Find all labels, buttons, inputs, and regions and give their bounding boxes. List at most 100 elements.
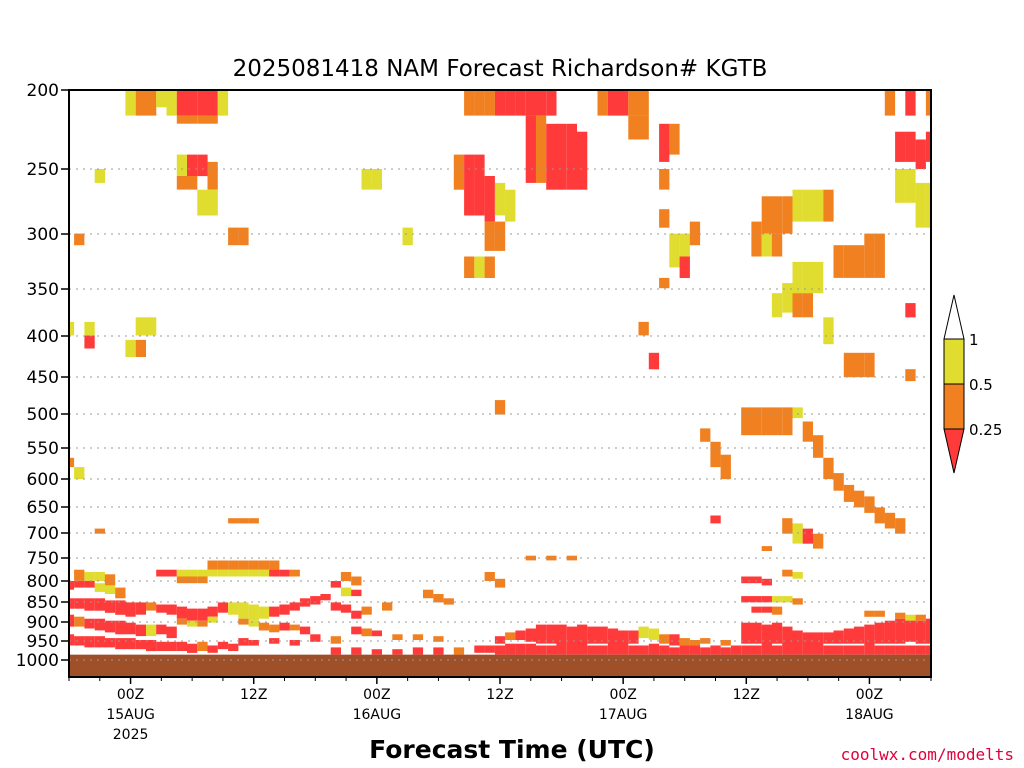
heatmap-cell [361,169,372,190]
heatmap-cell [187,643,198,653]
heatmap-cell [720,454,731,480]
heatmap-cell [915,614,926,621]
heatmap-cell [104,600,116,613]
heatmap-cell [802,421,813,442]
heatmap-cell [104,574,116,586]
heatmap-cell [187,176,198,190]
heatmap-cells [69,90,931,655]
heatmap-cell [525,643,536,655]
heatmap-cell [618,90,629,116]
heatmap-cell [197,569,208,577]
y-axis-ticks: 200 250 300 350 400 450 500 550 600 650 700 750 8008… [16,81,69,671]
y-tick-label: 550 [27,439,59,459]
heatmap-cell [69,614,75,627]
heatmap-cell [238,618,249,625]
heatmap-cell [464,256,475,278]
heatmap-cell [484,645,495,653]
heatmap-cell [207,161,218,190]
heatmap-cell [843,484,855,502]
heatmap-cell [248,518,259,524]
heatmap-cell [187,620,198,627]
heatmap-cell [792,598,803,605]
x-axis-label: Forecast Time (UTC) [369,735,655,764]
heatmap-cell [238,602,249,619]
heatmap-cell [535,115,547,183]
x-tick-label: 12Z [486,687,513,703]
heatmap-cell [176,154,188,177]
heatmap-cell [166,569,177,577]
heatmap-cell [525,555,536,561]
heatmap-cell [597,626,608,644]
credit-link[interactable]: coolwx.com/modelts [841,745,1014,764]
heatmap-cell [484,90,495,116]
heatmap-cell [823,317,834,345]
heatmap-cell [197,620,208,627]
heatmap-cell [453,647,465,655]
y-tick-label: 500 [27,405,59,425]
heatmap-cell [689,221,701,246]
heatmap-cell [187,115,198,124]
heatmap-cell [833,630,844,644]
heatmap-cell [494,636,506,644]
heatmap-cell [146,317,157,336]
heatmap-cell [700,428,711,442]
y-tick-label: 900 [27,613,59,633]
heatmap-cell [771,196,783,234]
heatmap-cell [269,606,280,617]
heatmap-cell [176,90,188,116]
heatmap-cell [843,352,855,378]
x-tick-label: 00Z [856,687,883,703]
heatmap-cell [84,618,95,629]
heatmap-cell [556,624,567,646]
colorbar-bin-orange [943,383,965,430]
heatmap-cell [340,587,352,597]
heatmap-cell [269,569,280,577]
heatmap-cell [279,622,290,631]
heatmap-cell [659,123,670,162]
heatmap-cell [813,435,824,458]
heatmap-cell [925,645,931,655]
heatmap-cell [74,636,85,646]
heatmap-cell [843,245,855,278]
x-tick-label: 00Z [363,687,390,703]
heatmap-cell [751,221,762,257]
heatmap-cell [238,518,249,524]
heatmap-cell [669,123,680,155]
heatmap-cell [813,261,824,294]
heatmap-cell [84,321,95,336]
heatmap-cell [915,645,926,655]
heatmap-cell [207,569,218,577]
heatmap-cell [340,572,352,581]
heatmap-cell [515,630,526,640]
heatmap-cell [546,90,557,116]
heatmap-cell [494,578,506,588]
heatmap-cell [207,616,218,623]
y-tick-label: 750 [27,549,59,569]
heatmap-cell [74,616,85,627]
heatmap-cell [156,641,167,651]
heatmap-cell [299,626,311,635]
heatmap-cell [833,245,844,278]
heatmap-cell [494,182,506,216]
heatmap-cell [74,467,85,480]
heatmap-cell [238,227,249,246]
heatmap-cell [771,606,783,615]
heatmap-cell [74,598,85,609]
heatmap-cell [782,626,793,646]
heatmap-cell [679,638,690,646]
heatmap-cell [94,583,105,592]
heatmap-cell [104,620,116,633]
heatmap-cell [135,317,146,336]
heatmap-cell [751,407,762,436]
heatmap-cell [905,645,916,655]
heatmap-cell [453,154,465,190]
heatmap-cell [69,581,75,590]
heatmap-cell [69,598,75,609]
heatmap-cell [741,407,752,436]
heatmap-cell [864,233,875,278]
heatmap-cell [146,90,157,116]
heatmap-cell [607,628,619,646]
heatmap-cell [135,90,146,116]
heatmap-cell [228,643,239,651]
x-tick-date-label: 18AUG [845,707,894,723]
